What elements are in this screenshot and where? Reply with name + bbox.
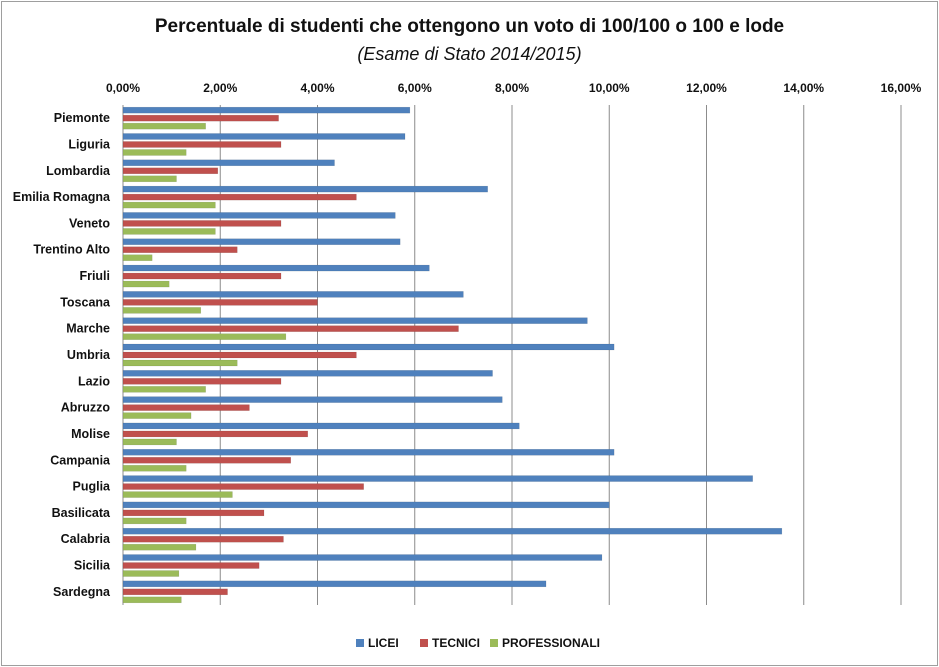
bar-professionali (122, 149, 187, 156)
bar-professionali (122, 543, 197, 551)
bar-licei (122, 527, 783, 535)
bar-professionali (122, 201, 216, 209)
bar-professionali (122, 333, 287, 340)
category-label: Campania (50, 453, 111, 467)
x-tick-label: 12,00% (686, 81, 727, 95)
bar-licei (122, 396, 503, 403)
bar-professionali (122, 386, 206, 393)
bar-professionali (122, 596, 182, 604)
bar-tecnici (122, 483, 364, 490)
bar-licei (122, 580, 547, 588)
x-tick-label: 14,00% (783, 81, 824, 95)
category-label: Liguria (68, 137, 111, 151)
bar-tecnici (122, 272, 282, 280)
bar-licei (122, 291, 464, 298)
x-tick-label: 0,00% (106, 81, 140, 95)
x-tick-label: 4,00% (300, 81, 334, 95)
x-tick-label: 16,00% (881, 81, 922, 95)
category-label: Veneto (69, 216, 110, 230)
category-label: Abruzzo (61, 401, 111, 415)
bar-professionali (122, 359, 238, 367)
category-label: Sicilia (74, 559, 111, 573)
bar-tecnici (122, 535, 284, 543)
x-tick-label: 6,00% (398, 81, 432, 95)
bar-licei (122, 264, 430, 272)
category-label: Basilicata (52, 506, 111, 520)
chart-title: Percentuale di studenti che ottengono un… (154, 16, 785, 37)
bar-professionali (122, 122, 206, 130)
legend-swatch (420, 639, 428, 647)
bar-tecnici (122, 378, 282, 385)
bar-professionali (122, 465, 187, 472)
bar-tecnici (122, 220, 282, 227)
category-label: Sardegna (53, 585, 111, 599)
bar-licei (122, 317, 588, 324)
bar-licei (122, 422, 520, 430)
category-label: Lombardia (46, 164, 111, 178)
bar-licei (122, 133, 406, 140)
category-label: Emilia Romagna (13, 190, 111, 204)
category-label: Piemonte (54, 111, 110, 125)
bar-tecnici (122, 167, 219, 175)
x-tick-label: 2,00% (203, 81, 237, 95)
bar-licei (122, 159, 335, 167)
bar-professionali (122, 570, 180, 577)
bar-tecnici (122, 430, 309, 438)
bar-licei (122, 238, 401, 245)
bar-tecnici (122, 141, 282, 148)
bar-tecnici (122, 193, 357, 201)
category-label: Trentino Alto (33, 243, 110, 257)
bar-tecnici (122, 588, 228, 596)
legend-label: LICEI (368, 636, 399, 650)
category-label: Friuli (79, 269, 110, 283)
bar-professionali (122, 280, 170, 288)
bar-tecnici (122, 114, 279, 122)
category-label: Molise (71, 427, 110, 441)
bar-tecnici (122, 299, 318, 306)
category-label: Lazio (78, 374, 110, 388)
category-label: Toscana (60, 295, 111, 309)
category-label: Marche (66, 322, 110, 336)
bar-licei (122, 501, 610, 509)
bar-tecnici (122, 351, 357, 359)
bar-professionali (122, 307, 202, 314)
bar-professionali (122, 491, 233, 498)
bar-professionali (122, 412, 192, 419)
category-label: Calabria (61, 532, 111, 546)
bar-licei (122, 106, 411, 114)
bar-tecnici (122, 325, 459, 332)
category-label: Umbria (67, 348, 111, 362)
bar-professionali (122, 254, 153, 261)
x-tick-label: 10,00% (589, 81, 630, 95)
bar-licei (122, 212, 396, 219)
bar-licei (122, 449, 615, 456)
legend-label: PROFESSIONALI (502, 636, 600, 650)
bar-licei (122, 475, 753, 482)
bar-licei (122, 554, 603, 561)
bar-professionali (122, 228, 216, 235)
legend-swatch (356, 639, 364, 647)
bar-tecnici (122, 457, 292, 464)
x-tick-label: 8,00% (495, 81, 529, 95)
legend-label: TECNICI (432, 636, 480, 650)
bar-tecnici (122, 562, 260, 569)
bar-licei (122, 343, 615, 351)
bar-tecnici (122, 246, 238, 253)
bar-licei (122, 370, 493, 377)
legend-swatch (490, 639, 498, 647)
bar-professionali (122, 175, 177, 183)
bar-licei (122, 185, 488, 193)
bar-professionali (122, 517, 187, 525)
chart-subtitle: (Esame di Stato 2014/2015) (357, 44, 582, 64)
bar-professionali (122, 438, 177, 446)
category-label: Puglia (72, 480, 111, 494)
bar-tecnici (122, 404, 250, 411)
bar-tecnici (122, 509, 265, 517)
